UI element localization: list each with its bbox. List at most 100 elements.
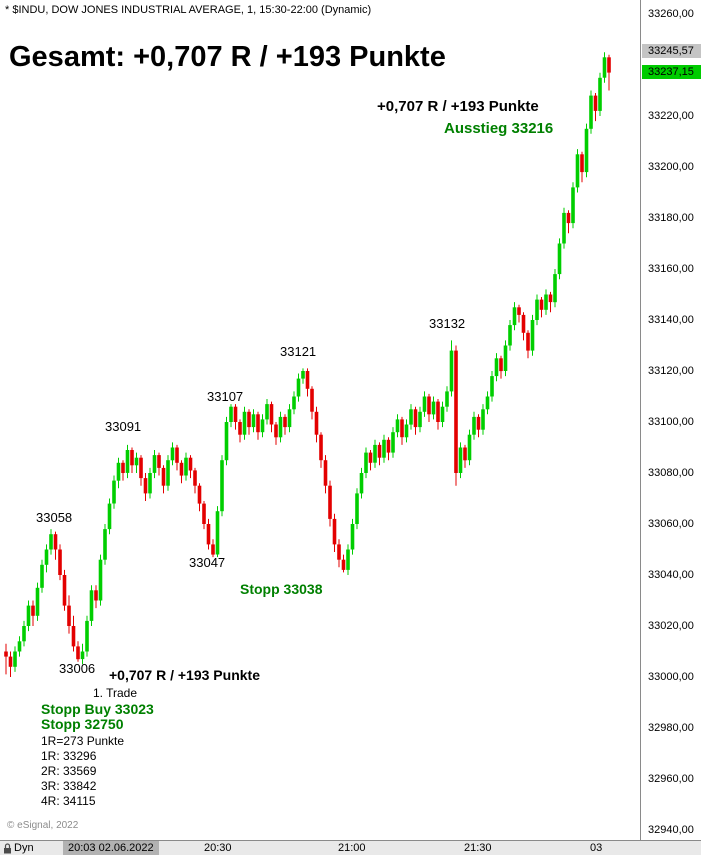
candle-body [386, 439, 391, 453]
candle-body [323, 460, 328, 486]
candle-body [116, 462, 121, 481]
chart-annotation: 33107 [207, 389, 244, 404]
price-tick-label: 33100,00 [648, 416, 694, 428]
candle-body [170, 447, 175, 461]
candle-body [359, 473, 364, 494]
candle-body [395, 419, 400, 433]
candle-body [278, 416, 283, 438]
chart-annotation: 33047 [189, 555, 226, 570]
candle-body [13, 651, 17, 667]
chart-annotation: 3R: 33842 [41, 779, 97, 793]
candle-body [535, 299, 539, 320]
candle-body [260, 419, 265, 433]
candle-body [193, 470, 197, 486]
price-tick-label: 33120,00 [648, 365, 694, 377]
high-price-marker: 33245,57 [642, 43, 701, 58]
candle-body [593, 95, 598, 111]
candle-body [508, 325, 512, 346]
chart-annotation: 33091 [105, 419, 142, 434]
chart-annotation: 33132 [429, 316, 466, 331]
candle-body [58, 549, 62, 575]
time-axis[interactable]: Dyn 20:03 02.06.2022 20:30 21:00 21:30 03 [0, 840, 701, 855]
candle-body [121, 462, 125, 473]
candle-body [49, 534, 53, 550]
candle-body [233, 406, 238, 422]
candle-body [490, 376, 494, 397]
price-tick-label: 33180,00 [648, 212, 694, 224]
mode-label[interactable]: Dyn [14, 842, 34, 854]
candle-body [517, 307, 521, 315]
candle-body [157, 455, 161, 468]
candle-body [17, 641, 22, 652]
candle-body [584, 128, 589, 173]
candle-body [521, 314, 526, 333]
candle-body [400, 419, 404, 438]
chart-annotation: 1R: 33296 [41, 749, 97, 763]
chart-annotation: 33121 [280, 344, 317, 359]
candle-body [202, 503, 206, 524]
price-tick-label: 33040,00 [648, 569, 694, 581]
time-tick-label: 20:30 [204, 842, 232, 854]
candle-body [589, 95, 593, 129]
chart-annotation: 33006 [59, 661, 96, 676]
chart-annotation: 2R: 33569 [41, 764, 97, 778]
candle-body [404, 424, 409, 438]
candle-body [598, 77, 602, 111]
candle-body [328, 485, 332, 519]
candle-body [76, 646, 80, 660]
chart-annotation: +0,707 R / +193 Punkte [377, 98, 539, 115]
candle-body [481, 409, 485, 430]
candle-body [467, 434, 472, 461]
candle-body [445, 391, 449, 407]
candle-body [346, 549, 350, 570]
candle-body [526, 332, 530, 351]
candle-body [85, 620, 89, 652]
candle-body [476, 416, 481, 430]
candle-body [458, 447, 463, 473]
copyright: © eSignal, 2022 [7, 820, 79, 831]
candle-body [548, 294, 553, 303]
candle-body [175, 447, 179, 463]
price-tick-label: 33060,00 [648, 518, 694, 530]
candle-body [350, 524, 355, 550]
candle-body [364, 452, 368, 473]
chart-annotation: Stopp 33038 [240, 581, 323, 597]
candle-body [265, 404, 269, 420]
candle-body [197, 485, 202, 504]
chart-annotation: Stopp 32750 [41, 716, 124, 732]
price-tick-label: 33140,00 [648, 314, 694, 326]
candle-body [211, 544, 215, 555]
candle-body [409, 409, 413, 425]
candle-body [494, 358, 499, 377]
candle-body [449, 350, 454, 392]
candle-body [94, 590, 98, 601]
candle-body [125, 450, 130, 473]
candle-body [530, 320, 535, 351]
candle-body [296, 378, 301, 397]
candle-body [40, 564, 44, 588]
price-axis[interactable]: 33245,57 33237,15 33260,00 33220,00 33200,… [640, 0, 701, 840]
candle-body [391, 432, 395, 453]
candle-body [274, 424, 278, 438]
candle-body [301, 371, 305, 379]
candle-body [607, 57, 611, 73]
candle-body [251, 414, 256, 428]
candle-body [575, 154, 580, 188]
candle-body [553, 274, 557, 303]
candle-body [454, 350, 458, 473]
candle-body [305, 371, 310, 389]
candle-body [8, 656, 13, 667]
candle-body [247, 411, 251, 428]
candle-body [80, 651, 85, 660]
symbol-header: * $INDU, DOW JONES INDUSTRIAL AVERAGE, 1… [5, 4, 372, 16]
candle-body [152, 455, 157, 473]
candle-body [355, 493, 359, 524]
cursor-time-label: 20:03 02.06.2022 [63, 841, 159, 855]
candle-body [382, 439, 386, 458]
candlestick-plot[interactable] [0, 0, 640, 840]
lock-icon[interactable] [3, 843, 12, 854]
candle-body [580, 154, 584, 173]
candle-body [373, 444, 377, 463]
candle-body [215, 511, 220, 555]
candle-body [44, 549, 49, 565]
